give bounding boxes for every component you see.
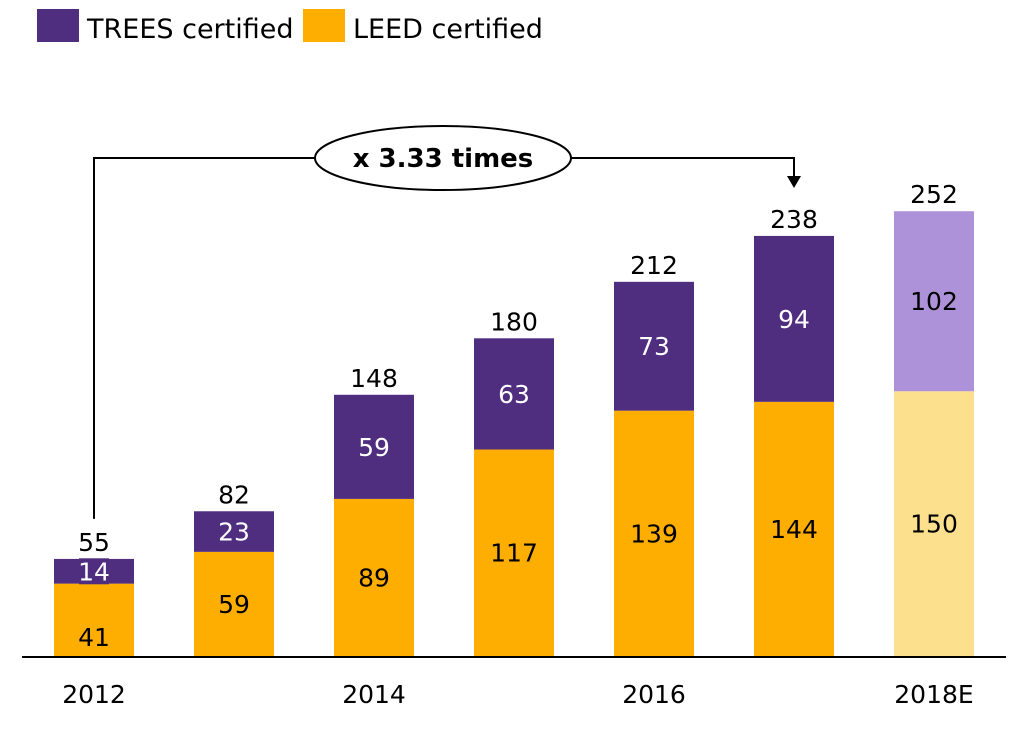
- data-label-leed-2013: 59: [218, 590, 250, 619]
- x-tick-label-2016: 2016: [622, 680, 686, 709]
- bar-leed-2015: [474, 449, 554, 656]
- data-label-leed-2017: 144: [770, 515, 818, 544]
- data-label-trees-2017: 94: [778, 305, 810, 334]
- legend-label-leed: LEED certified: [353, 14, 543, 45]
- data-label-trees-2016: 73: [638, 332, 670, 361]
- bar-leed-2016: [614, 410, 694, 656]
- bar-leed-2018E: [894, 391, 974, 656]
- data-label-leed-2015: 117: [490, 539, 538, 568]
- x-tick-label-2014: 2014: [342, 680, 406, 709]
- data-label-trees-2012: 14: [78, 557, 110, 586]
- x-tick-label-2018E: 2018E: [894, 680, 973, 709]
- data-label-total-2018E: 252: [910, 180, 958, 209]
- data-label-leed-2016: 139: [630, 519, 678, 548]
- bar-trees-2017: [754, 235, 834, 402]
- data-label-leed-2018E: 150: [910, 510, 958, 539]
- data-label-leed-2012: 41: [78, 623, 110, 652]
- data-label-leed-2014: 89: [358, 563, 390, 592]
- legend-label-trees: TREES certified: [86, 14, 294, 45]
- data-label-total-2014: 148: [350, 364, 398, 393]
- data-label-total-2012: 55: [78, 528, 110, 557]
- data-label-trees-2018E: 102: [910, 287, 958, 316]
- bar-trees-2014: [334, 394, 414, 499]
- data-label-total-2016: 212: [630, 251, 678, 280]
- data-label-trees-2015: 63: [498, 380, 530, 409]
- data-label-trees-2014: 59: [358, 433, 390, 462]
- data-label-total-2013: 82: [218, 480, 250, 509]
- legend-swatch-trees: [37, 9, 79, 42]
- data-label-total-2017: 238: [770, 205, 818, 234]
- data-label-total-2015: 180: [490, 307, 538, 336]
- data-label-bg-trees-2012: [79, 558, 109, 585]
- growth-annotation: x 3.33 times: [93, 125, 801, 519]
- bar-trees-2018E: [894, 211, 974, 392]
- growth-arrow-head: [787, 176, 801, 188]
- growth-callout-text: x 3.33 times: [353, 144, 534, 174]
- bar-leed-2017: [754, 401, 834, 656]
- legend-swatch-leed: [303, 9, 345, 42]
- bar-trees-2015: [474, 338, 554, 450]
- data-label-trees-2013: 23: [218, 518, 250, 547]
- bar-leed-2012: [54, 583, 134, 656]
- x-axis-tick-labels: 2012 2014 2016 2018E: [62, 680, 974, 709]
- bar-leed-2013: [194, 551, 274, 656]
- bar-leed-2014: [334, 498, 414, 656]
- legend: TREES certified LEED certified: [37, 9, 543, 45]
- bar-trees-2016: [614, 281, 694, 411]
- bar-trees-2013: [194, 511, 274, 552]
- x-tick-label-2012: 2012: [62, 680, 126, 709]
- growth-callout-ellipse: [314, 125, 572, 191]
